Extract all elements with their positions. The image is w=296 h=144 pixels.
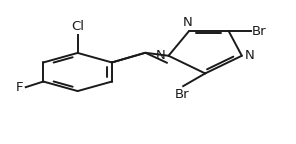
Text: N: N bbox=[156, 49, 165, 62]
Text: N: N bbox=[183, 16, 192, 29]
Text: Cl: Cl bbox=[71, 20, 84, 33]
Text: F: F bbox=[15, 81, 23, 94]
Text: N: N bbox=[245, 49, 255, 62]
Text: Br: Br bbox=[174, 88, 189, 101]
Text: Br: Br bbox=[252, 24, 267, 38]
